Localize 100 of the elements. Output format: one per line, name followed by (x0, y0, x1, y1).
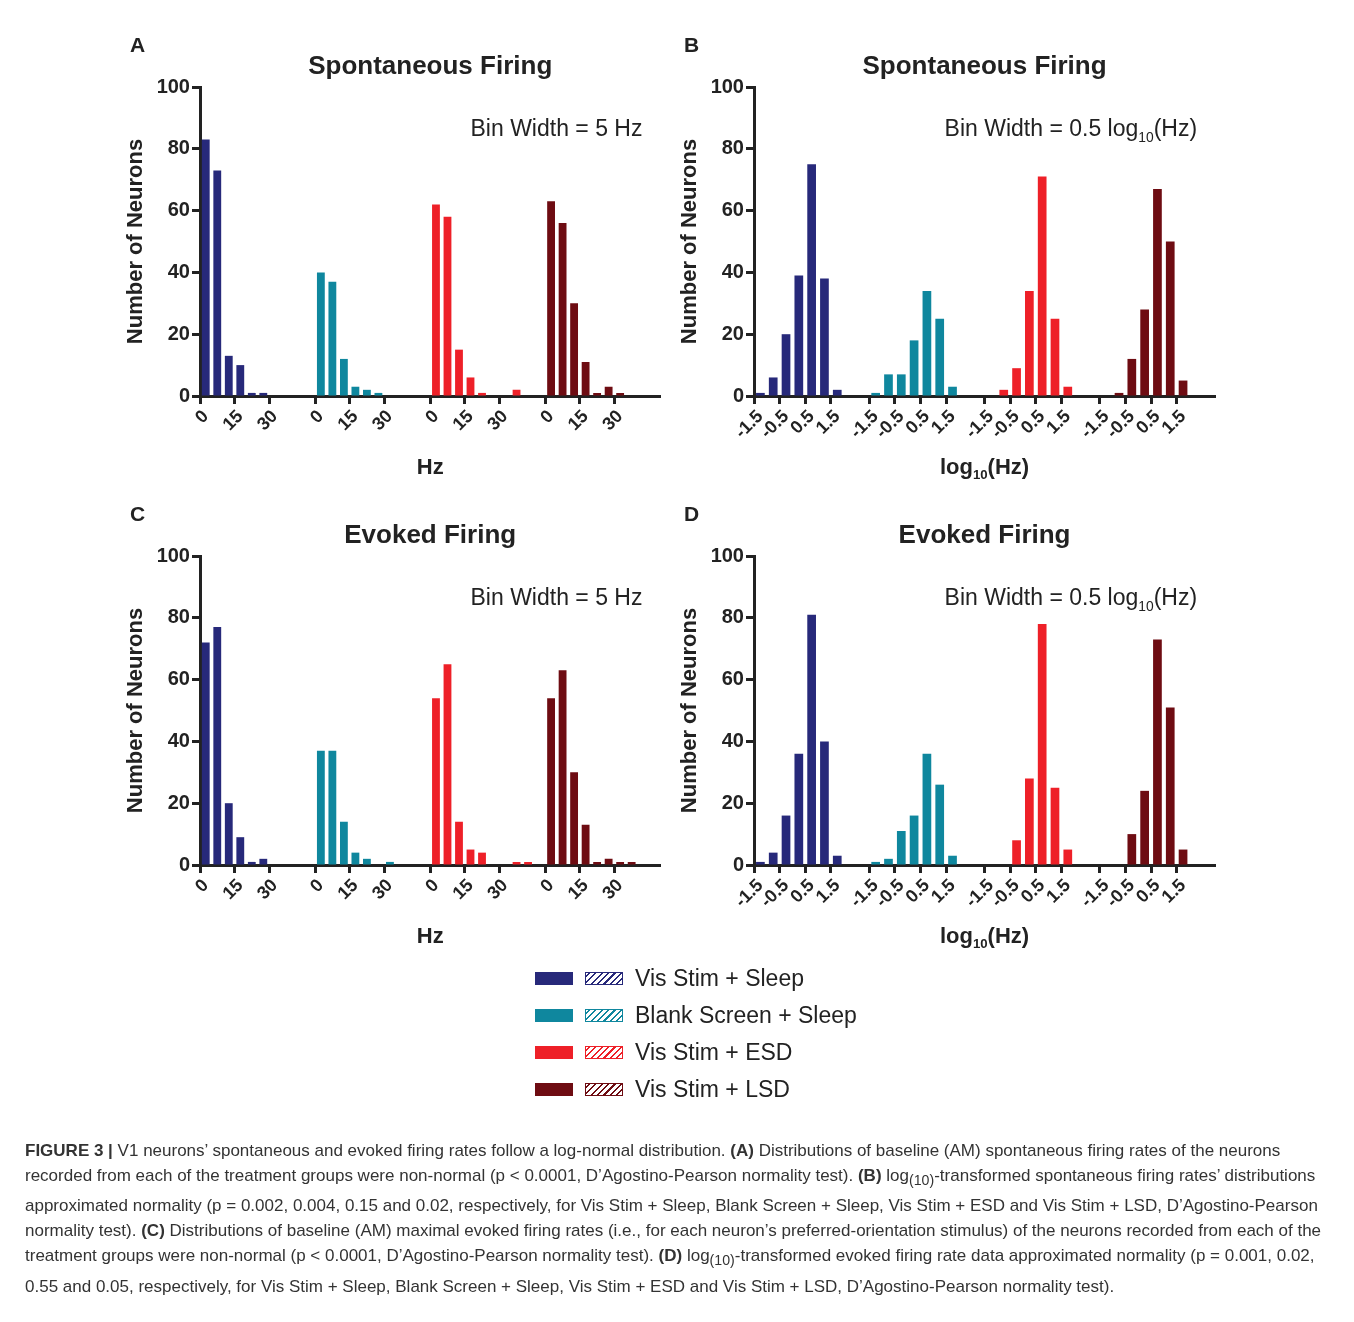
bar (558, 670, 567, 865)
x-tick-label: 30 (598, 874, 627, 904)
legend-label: Vis Stim + ESD (635, 1039, 793, 1066)
y-tick-label: 60 (167, 667, 190, 690)
bar (616, 861, 625, 865)
bar (820, 741, 829, 865)
y-tick-label: 0 (178, 383, 190, 406)
bar (871, 861, 881, 865)
annotation: Bin Width = 5 Hz (470, 115, 643, 142)
x-tick-label: 15 (218, 405, 247, 435)
bar (512, 861, 521, 865)
y-tick-label: 0 (178, 852, 190, 875)
bar (807, 614, 816, 865)
x-tick-label: 30 (367, 405, 397, 435)
bar (593, 861, 602, 865)
y-tick-label: 100 (156, 543, 190, 566)
bar (616, 392, 625, 396)
bar (432, 204, 440, 396)
x-tick-label: 15 (448, 405, 477, 435)
bar (236, 365, 245, 396)
bar (1178, 380, 1188, 396)
bar (832, 389, 842, 396)
x-tick-label: 0 (421, 405, 443, 428)
x-tick-label: 30 (367, 874, 397, 904)
y-tick-label: 100 (710, 543, 744, 566)
bar (466, 849, 475, 865)
bar (1037, 623, 1047, 865)
x-tick-label: 0 (421, 874, 443, 897)
bar (224, 803, 233, 865)
text: C (130, 501, 146, 525)
bar (224, 355, 233, 396)
y-tick-label: 20 (721, 321, 744, 344)
bar (558, 222, 567, 396)
x-axis-title: Hz (416, 923, 444, 949)
bar (1063, 849, 1073, 865)
bar (1127, 834, 1137, 865)
y-tick-label: 80 (167, 605, 190, 628)
y-tick-label: 100 (156, 74, 190, 97)
y-tick-label: 60 (721, 667, 744, 690)
x-tick-label: 30 (598, 405, 627, 435)
bar (1063, 386, 1073, 396)
bar (884, 374, 893, 396)
y-tick-label: 80 (721, 136, 744, 159)
bar (896, 831, 906, 865)
bar (328, 750, 337, 865)
bar (1050, 318, 1060, 396)
bar (884, 858, 893, 865)
x-axis-title: Hz (416, 454, 444, 480)
bar (547, 201, 555, 396)
bar (909, 340, 919, 396)
bar (524, 861, 532, 865)
bar (316, 750, 325, 865)
chart-title: Spontaneous Firing (862, 50, 1107, 81)
x-tick-label: 30 (252, 874, 282, 904)
text: D (684, 501, 700, 525)
y-tick-label: 80 (167, 136, 190, 159)
bar (1012, 840, 1021, 865)
bar (351, 852, 360, 865)
x-tick-label: 15 (333, 405, 362, 435)
bar (896, 374, 906, 396)
bar (455, 349, 463, 396)
bar (768, 852, 778, 865)
bar (443, 664, 452, 865)
x-tick-label: 15 (448, 874, 477, 904)
y-tick-label: 20 (167, 321, 190, 344)
chart-title: Spontaneous Firing (308, 50, 553, 81)
x-tick-label: 15 (563, 874, 592, 904)
bar (768, 377, 778, 396)
y-tick-label: 20 (167, 790, 190, 813)
text: FIGURE 3 | V1 neurons’ spontaneous and evoked firing rates follow a log-normal distribution. (A) Distributions of baseline (AM) spontaneous firing rates of the neurons recorded from each of the treatment groups were non-normal (p < 0.0001, D’Agostino-Pearson normality test). (B) log$_{(10)}$-transformed spontaneous firing rates’ distributions approximated normality (p = 0.002, 0.004, 0.15 and 0.02, respectively, for Vis Stim + Sleep, Blank Screen + Sleep, Vis Stim + ESD and Vis Stim + LSD, D’Agostino-Pearson normality test). (C) Distributions of baseline (AM) maximal evoked firing rates (i.e., for each neuron’s preferred-orientation stimulus) of the neurons recorded from each of the treatment groups were non-normal (p < 0.0001, D’Agostino-Pearson normality test). (D) log$_{(10)}$-transformed evoked firing rate data approximated normality (p = 0.001, 0.02, 0.55 and 0.05, respectively, for Vis Stim + Sleep, Blank Screen + Sleep, Vis Stim + ESD and Vis Stim + LSD, D’Agostino-Pearson normality test). (25, 1141, 1322, 1296)
bar (478, 852, 486, 865)
bar (259, 392, 268, 396)
bar (316, 272, 325, 396)
bar (1140, 309, 1149, 396)
bar (781, 815, 791, 865)
bar (351, 386, 360, 396)
bar (247, 392, 256, 396)
bar (1114, 392, 1124, 396)
bar (547, 698, 555, 865)
bar (1153, 188, 1162, 396)
bar (1037, 176, 1047, 396)
y-axis-title: Number of Neurons (122, 607, 148, 814)
text: B (684, 32, 700, 56)
y-tick-label: 40 (167, 259, 190, 282)
bar (386, 861, 394, 865)
bar (201, 642, 210, 865)
bar (1140, 790, 1149, 865)
y-tick-label: 0 (732, 383, 744, 406)
legend-label: Vis Stim + LSD (635, 1076, 790, 1103)
bar (339, 358, 348, 396)
x-tick-label: 30 (483, 874, 512, 904)
bar (247, 861, 256, 865)
bar (756, 861, 765, 865)
bar (807, 164, 816, 396)
bar (1025, 290, 1034, 396)
bar (570, 772, 579, 865)
bar (362, 389, 371, 396)
bar (922, 753, 932, 865)
bar (909, 815, 919, 865)
bar (604, 386, 613, 396)
